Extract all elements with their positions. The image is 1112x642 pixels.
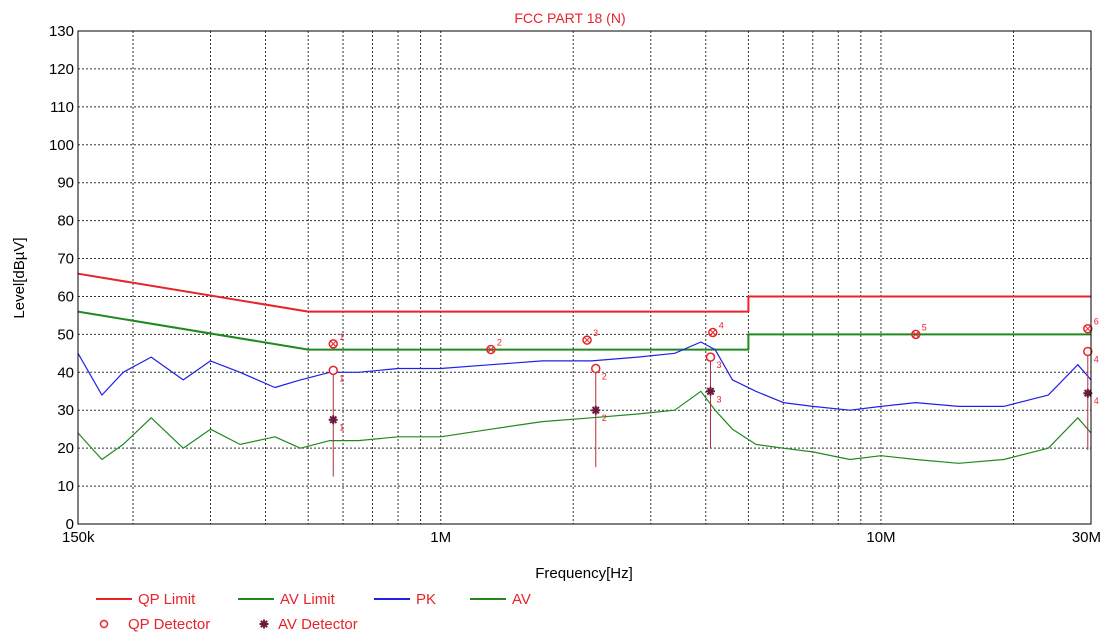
qp-detector-label: 2	[602, 372, 607, 382]
y-tick-label: 100	[49, 137, 74, 154]
series-qp-limit	[77, 272, 1091, 313]
av-detector-label: 1	[339, 423, 344, 433]
y-tick-label: 10	[57, 478, 74, 495]
peak-marker-cross	[709, 329, 717, 336]
legend-label: QP Detector	[128, 616, 210, 633]
legend-label: AV Detector	[278, 616, 358, 633]
peak-marker-cross	[583, 336, 591, 344]
peak-marker	[582, 335, 592, 345]
y-tick-label: 80	[57, 213, 74, 230]
legend-label: AV Limit	[280, 591, 336, 608]
av-detector-marker	[591, 405, 601, 415]
y-tick-label: 130	[49, 23, 74, 40]
y-tick-label: 60	[57, 288, 74, 305]
y-axis-label: Level[dBµV]	[11, 237, 28, 318]
legend-entry: AV	[470, 591, 531, 608]
qp-detector-marker	[328, 365, 338, 376]
plot-frame	[77, 30, 1092, 525]
y-tick-label: 40	[57, 364, 74, 381]
x-axis-label: Frequency[Hz]	[535, 565, 633, 582]
peak-marker-cross	[329, 340, 337, 348]
legend-swatch	[259, 619, 269, 629]
legend-entry: AV Detector	[259, 616, 358, 633]
peak-marker-cross	[487, 346, 495, 353]
legend-label: PK	[416, 591, 436, 608]
legend: QP Limit AV Limit PK AV QP Detector AV Detect…	[96, 591, 531, 633]
y-tick-label: 20	[57, 440, 74, 457]
av-detector-label: 3	[716, 394, 721, 404]
peak-marker-label: 5	[922, 322, 927, 332]
qp-detector-label: 4	[1094, 354, 1099, 364]
y-axis-ticks: 0 10 20 30 40 50 60 70 80 90 100 110 120 130	[49, 23, 74, 533]
peak-marker-label: 6	[1094, 317, 1099, 327]
peak-marker	[708, 327, 718, 338]
y-tick-label: 30	[57, 402, 74, 419]
legend-entry: QP Detector	[99, 616, 210, 633]
legend-swatch	[99, 619, 109, 629]
series-pk	[77, 341, 1092, 411]
peak-marker	[911, 329, 921, 340]
peak-marker	[486, 344, 496, 355]
legend-label: QP Limit	[138, 591, 196, 608]
y-tick-label: 110	[50, 99, 74, 116]
qp-detector-marker	[1083, 346, 1093, 357]
av-detector-label: 4	[1094, 396, 1099, 406]
x-tick-label: 10M	[866, 529, 895, 546]
chart-title: FCC PART 18 (N)	[514, 10, 625, 26]
peak-marker-label: 1	[339, 332, 344, 342]
x-axis-ticks: 150k 1M 10M 30M	[62, 529, 1101, 546]
y-tick-label: 70	[57, 251, 74, 268]
x-tick-label: 150k	[62, 529, 95, 546]
peak-marker	[1083, 323, 1093, 334]
legend-label: AV	[512, 591, 531, 608]
av-detector-label: 2	[602, 413, 607, 423]
series-av	[77, 390, 1092, 464]
series-av-limit	[77, 310, 1091, 351]
x-tick-label: 30M	[1072, 529, 1101, 546]
x-tick-label: 1M	[430, 529, 451, 546]
av-detector-marker	[1083, 388, 1093, 398]
qp-detector-label: 3	[716, 360, 721, 370]
peak-marker-label: 4	[719, 320, 724, 330]
marker-layer: 1 2 3 4 5 6 1 2 3 4 1 2 3 4	[328, 317, 1099, 477]
qp-detector-marker	[705, 352, 716, 362]
legend-entry: PK	[374, 591, 436, 608]
peak-marker-cross	[1084, 325, 1092, 333]
peak-marker-label: 2	[497, 338, 502, 348]
av-detector-marker	[328, 415, 338, 425]
y-tick-label: 90	[57, 175, 74, 192]
qp-detector-label: 1	[339, 373, 344, 383]
y-tick-label: 120	[49, 61, 74, 78]
legend-entry: QP Limit	[96, 591, 196, 608]
series-layer	[77, 272, 1092, 464]
peak-marker-label: 3	[593, 328, 598, 338]
peak-marker	[328, 339, 338, 349]
y-tick-label: 0	[66, 516, 74, 533]
legend-entry: AV Limit	[238, 591, 336, 608]
peak-marker-cross	[912, 331, 920, 338]
grid	[78, 31, 1091, 524]
y-tick-label: 50	[57, 326, 74, 343]
av-detector-marker	[705, 386, 716, 396]
qp-detector-marker	[591, 363, 601, 374]
